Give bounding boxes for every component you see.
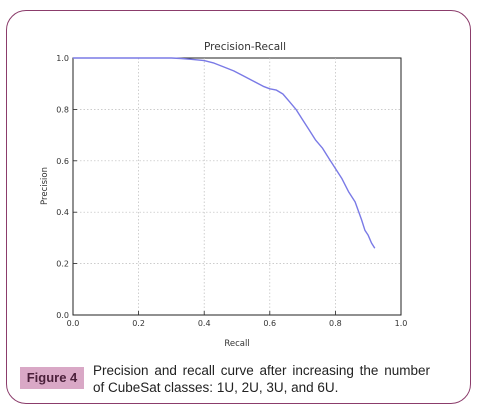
y-tick-label: 0.8 — [56, 105, 69, 114]
x-tick-label: 0.4 — [198, 319, 211, 328]
x-axis-label: Recall — [224, 339, 249, 349]
y-tick-label: 0.2 — [56, 260, 69, 269]
x-tick-label: 0.0 — [67, 319, 80, 328]
y-tick-label: 1.0 — [56, 54, 69, 63]
chart-svg: Precision-Recall 0.0 0.2 0.4 0.6 0.8 1.00.00.… — [40, 41, 407, 349]
precision-recall-line — [73, 57, 376, 249]
caption-text: Precision and recall curve after increas… — [93, 363, 430, 395]
x-tick-label: 0.6 — [263, 319, 276, 328]
grid-lines — [73, 58, 401, 315]
y-tick-label: 0.4 — [56, 208, 69, 217]
y-tick-label: 0.6 — [56, 157, 69, 166]
figure-caption: Figure 4 Precision and recall curve afte… — [20, 362, 440, 402]
chart-title: Precision-Recall — [204, 41, 286, 53]
x-tick-label: 1.0 — [395, 319, 408, 328]
pr-chart: Precision-Recall 0.0 0.2 0.4 0.6 0.8 1.0 0.0 0.… — [32, 36, 424, 356]
series-lines — [73, 57, 376, 249]
plot-area — [72, 57, 402, 316]
y-axis-label: Precision — [40, 167, 50, 205]
figure-label: Figure 4 — [20, 367, 84, 389]
y-tick-label: 0.0 — [56, 311, 69, 320]
x-tick-label: 0.2 — [132, 319, 145, 328]
axis-ticks: 0.0 0.2 0.4 0.6 0.8 1.0 0.0 0.2 0.4 0.6 0.8 1.0 — [56, 54, 407, 328]
x-tick-label: 0.8 — [329, 319, 342, 328]
